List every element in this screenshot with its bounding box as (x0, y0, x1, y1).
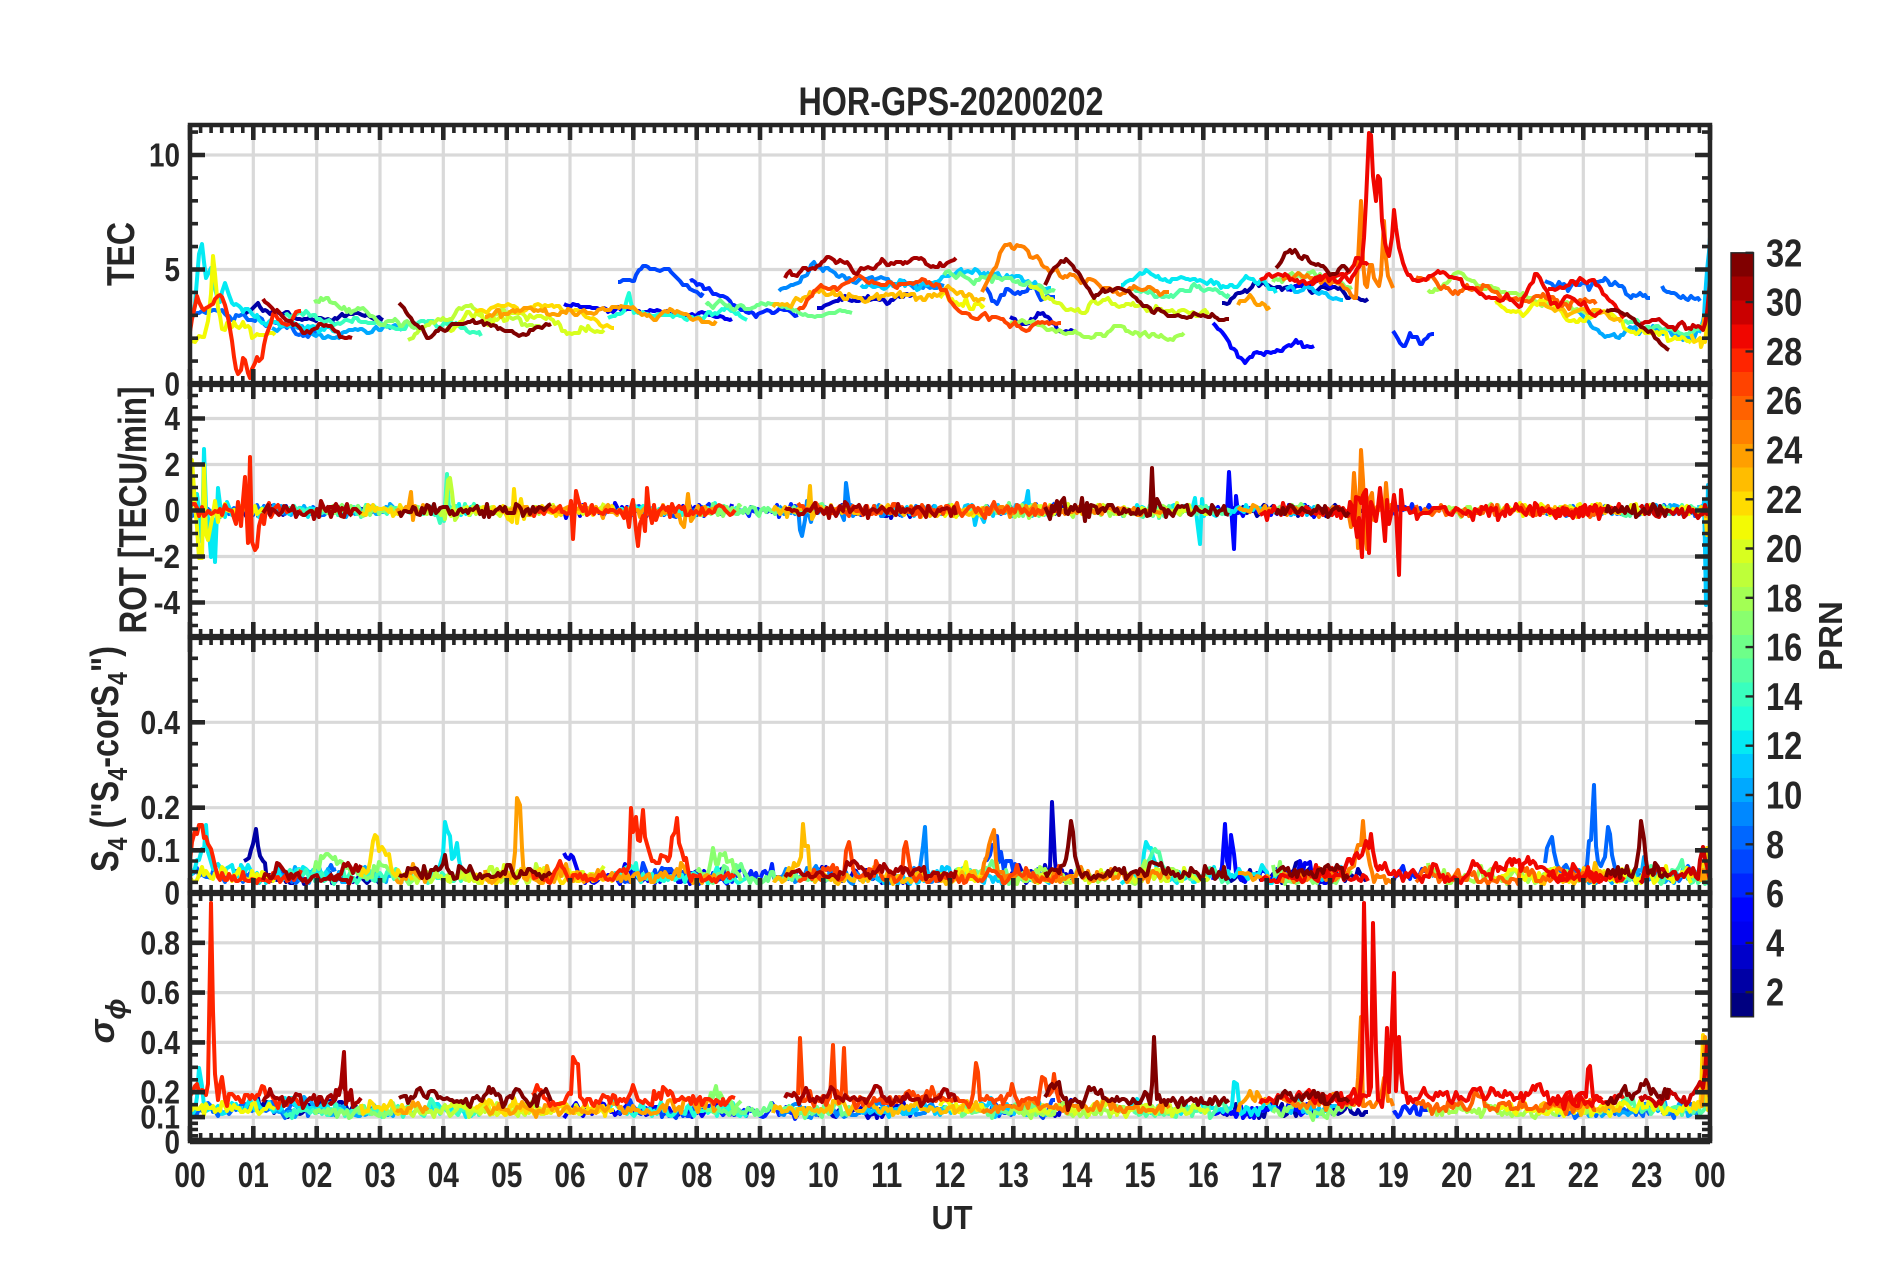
svg-text:10: 10 (808, 1155, 839, 1195)
svg-text:0.4: 0.4 (140, 1024, 180, 1061)
svg-text:23: 23 (1631, 1155, 1662, 1195)
svg-text:16: 16 (1188, 1155, 1219, 1195)
svg-text:13: 13 (998, 1155, 1029, 1195)
svg-text:0: 0 (165, 366, 181, 403)
svg-text:09: 09 (744, 1155, 775, 1195)
svg-text:30: 30 (1766, 282, 1802, 325)
svg-text:11: 11 (871, 1155, 902, 1195)
svg-text:0: 0 (165, 1124, 181, 1161)
svg-text:0: 0 (165, 875, 181, 912)
svg-text:01: 01 (238, 1155, 269, 1195)
svg-text:0.1: 0.1 (140, 832, 180, 869)
svg-text:26: 26 (1766, 380, 1802, 423)
svg-text:20: 20 (1766, 528, 1802, 571)
svg-text:-2: -2 (154, 538, 180, 575)
svg-text:8: 8 (1766, 824, 1784, 867)
svg-text:0.1: 0.1 (140, 1099, 180, 1136)
svg-text:08: 08 (681, 1155, 712, 1195)
svg-text:04: 04 (428, 1155, 459, 1195)
svg-text:14: 14 (1766, 676, 1803, 719)
svg-text:24: 24 (1766, 430, 1803, 473)
svg-text:0: 0 (165, 492, 181, 529)
svg-text:TEC: TEC (100, 222, 143, 286)
svg-text:0.2: 0.2 (140, 1074, 180, 1111)
svg-text:0.4: 0.4 (140, 704, 180, 741)
svg-text:19: 19 (1378, 1155, 1409, 1195)
svg-text:18: 18 (1766, 577, 1802, 620)
svg-text:12: 12 (934, 1155, 965, 1195)
svg-text:10: 10 (1766, 775, 1802, 818)
svg-text:UT: UT (932, 1199, 973, 1236)
svg-text:32: 32 (1766, 232, 1802, 275)
svg-text:5: 5 (165, 251, 181, 288)
svg-text:15: 15 (1124, 1155, 1155, 1195)
svg-text:28: 28 (1766, 331, 1802, 374)
svg-text:22: 22 (1568, 1155, 1599, 1195)
svg-text:2: 2 (1766, 972, 1784, 1015)
svg-text:03: 03 (364, 1155, 395, 1195)
svg-text:0.6: 0.6 (140, 974, 180, 1011)
svg-text:ROT [TECU/min]: ROT [TECU/min] (112, 387, 155, 634)
svg-text:10: 10 (149, 137, 180, 174)
svg-text:12: 12 (1766, 725, 1802, 768)
svg-text:02: 02 (301, 1155, 332, 1195)
svg-text:00: 00 (1694, 1155, 1725, 1195)
svg-text:2: 2 (165, 446, 181, 483)
svg-text:4: 4 (165, 400, 181, 437)
svg-text:05: 05 (491, 1155, 522, 1195)
svg-text:21: 21 (1504, 1155, 1535, 1195)
svg-text:PRN: PRN (1812, 601, 1849, 671)
svg-text:0.8: 0.8 (140, 924, 180, 961)
svg-text:4: 4 (1766, 922, 1784, 965)
svg-text:HOR-GPS-20200202: HOR-GPS-20200202 (799, 80, 1104, 124)
svg-text:16: 16 (1766, 627, 1802, 670)
svg-text:22: 22 (1766, 479, 1802, 522)
svg-text:17: 17 (1251, 1155, 1282, 1195)
svg-text:6: 6 (1766, 873, 1784, 916)
svg-text:-4: -4 (154, 584, 181, 621)
svg-text:06: 06 (554, 1155, 585, 1195)
svg-text:18: 18 (1314, 1155, 1345, 1195)
svg-text:0.2: 0.2 (140, 789, 180, 826)
svg-text:07: 07 (618, 1155, 649, 1195)
svg-text:00: 00 (174, 1155, 205, 1195)
svg-text:14: 14 (1061, 1155, 1092, 1195)
svg-text:20: 20 (1441, 1155, 1472, 1195)
